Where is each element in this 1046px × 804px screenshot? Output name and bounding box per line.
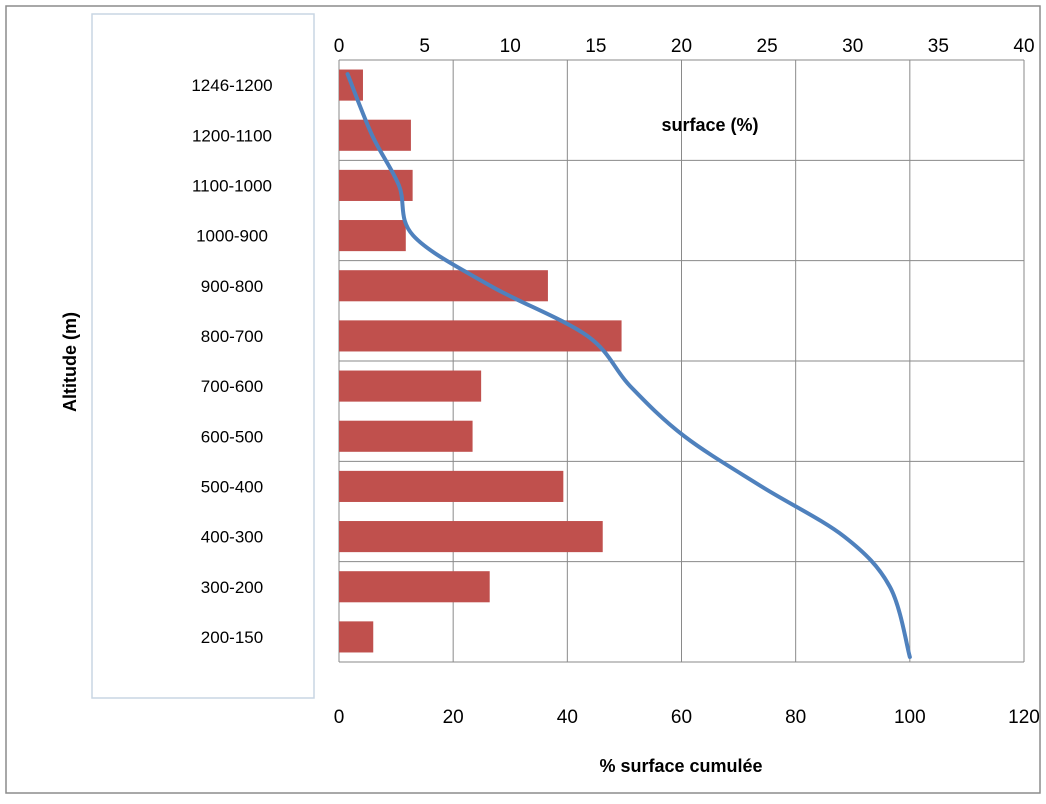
category-label: 300-200: [201, 578, 263, 597]
bottom-tick-label: 20: [443, 707, 464, 728]
top-tick-label: 40: [1013, 36, 1034, 57]
top-tick-label: 35: [928, 36, 949, 57]
category-label: 1000-900: [196, 227, 268, 246]
bottom-axis-title: % surface cumulée: [599, 756, 762, 776]
category-label: 200-150: [201, 628, 263, 647]
bar: [339, 621, 374, 653]
category-label: 900-800: [201, 277, 263, 296]
top-axis-title: surface (%): [661, 115, 758, 135]
bottom-tick-label: 60: [671, 707, 692, 728]
cumulative-line: [345, 72, 912, 659]
bar: [339, 470, 564, 502]
category-label: 700-600: [201, 377, 263, 396]
bottom-tick-label: 40: [557, 707, 578, 728]
top-tick-label: 20: [671, 36, 692, 57]
bar: [339, 119, 411, 151]
bottom-tick-label: 100: [894, 707, 926, 728]
bar: [339, 320, 622, 352]
bottom-tick-label: 120: [1008, 707, 1040, 728]
category-label: 600-500: [201, 427, 263, 446]
bottom-tick-label: 0: [334, 707, 345, 728]
bar: [339, 220, 406, 252]
top-tick-label: 25: [757, 36, 778, 57]
top-tick-label: 10: [500, 36, 521, 57]
category-label: 800-700: [201, 327, 263, 346]
top-tick-label: 15: [585, 36, 606, 57]
labels: 1246-1200 1200-1100 1100-1000 1000-900 900-8…: [191, 36, 1040, 728]
bar: [339, 521, 603, 553]
category-label: 500-400: [201, 477, 263, 496]
bar: [339, 270, 548, 302]
category-label: 400-300: [201, 528, 263, 547]
category-label: 1100-1000: [192, 176, 272, 195]
category-label: 1246-1200: [191, 76, 272, 95]
bar: [339, 370, 482, 402]
top-tick-label: 5: [419, 36, 430, 57]
category-label: 1200-1100: [192, 126, 272, 145]
bar: [339, 420, 473, 452]
y-axis-title: Altitude (m): [60, 312, 80, 412]
bar: [339, 571, 490, 603]
grid: [338, 59, 1025, 663]
top-tick-label: 0: [334, 36, 345, 57]
bottom-tick-label: 80: [785, 707, 806, 728]
top-tick-label: 30: [842, 36, 863, 57]
line-series: [345, 72, 912, 659]
category-label-box: [91, 13, 315, 699]
